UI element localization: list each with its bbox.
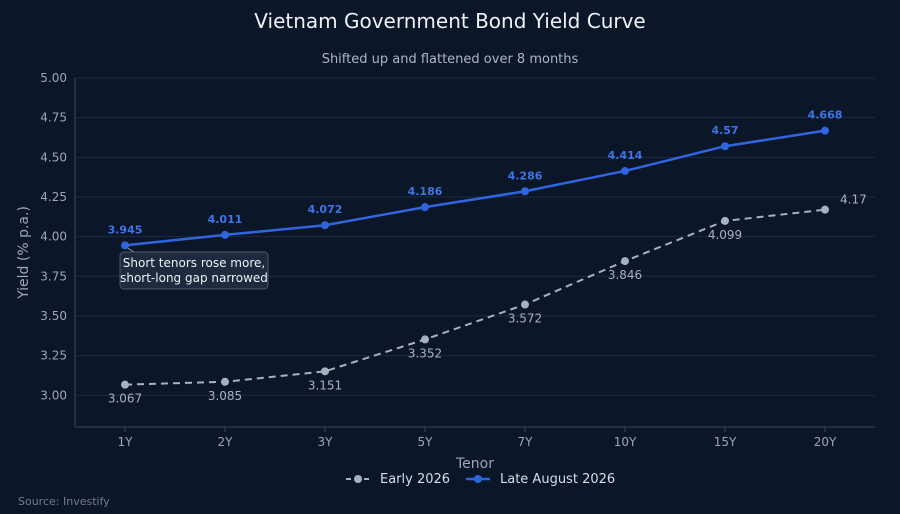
data-label-late-august-2026: 4.186 bbox=[408, 185, 443, 198]
y-tick-label: 4.50 bbox=[40, 150, 67, 164]
y-axis-title: Yield (% p.a.) bbox=[16, 206, 32, 300]
data-label-early-2026: 3.846 bbox=[608, 268, 642, 282]
data-label-early-2026: 3.352 bbox=[408, 346, 442, 360]
data-point-early-2026 bbox=[321, 367, 329, 376]
data-label-late-august-2026: 4.57 bbox=[711, 124, 738, 137]
data-point-early-2026 bbox=[721, 216, 729, 225]
data-point-early-2026 bbox=[821, 205, 829, 214]
data-label-late-august-2026: 4.011 bbox=[208, 213, 243, 226]
y-tick-label: 4.75 bbox=[40, 111, 67, 125]
data-point-late-august-2026 bbox=[421, 203, 429, 212]
x-tick-label: 2Y bbox=[218, 435, 234, 449]
x-tick-label: 5Y bbox=[418, 435, 434, 449]
y-tick-label: 3.50 bbox=[40, 309, 67, 323]
data-label-late-august-2026: 4.286 bbox=[508, 169, 543, 182]
data-label-early-2026: 3.085 bbox=[208, 389, 242, 403]
data-label-late-august-2026: 4.668 bbox=[808, 109, 843, 122]
data-point-early-2026 bbox=[121, 380, 129, 389]
data-label-early-2026: 3.572 bbox=[508, 312, 542, 326]
data-point-early-2026 bbox=[621, 257, 629, 266]
x-tick-label: 3Y bbox=[318, 435, 334, 449]
annotation-text: short-long gap narrowed bbox=[120, 271, 268, 285]
x-tick-label: 10Y bbox=[614, 435, 637, 449]
legend-label-early-2026: Early 2026 bbox=[380, 472, 450, 487]
legend-marker-early-2026 bbox=[354, 475, 362, 483]
series-line-late-august-2026 bbox=[124, 129, 826, 247]
source-note: Source: Investify bbox=[18, 495, 110, 508]
chart-title: Vietnam Government Bond Yield Curve bbox=[254, 9, 646, 33]
data-label-early-2026: 4.099 bbox=[708, 228, 742, 242]
data-label-early-2026: 3.151 bbox=[308, 378, 342, 392]
annotation-box bbox=[119, 251, 269, 290]
x-axis-title: Tenor bbox=[455, 456, 494, 472]
legend-marker-late-august-2026 bbox=[474, 475, 482, 483]
y-tick-label: 3.00 bbox=[40, 388, 67, 402]
data-label-late-august-2026: 4.414 bbox=[608, 149, 643, 162]
data-point-early-2026 bbox=[521, 300, 529, 309]
data-point-late-august-2026 bbox=[721, 142, 729, 151]
y-tick-label: 3.25 bbox=[40, 349, 67, 363]
data-label-early-2026: 4.17 bbox=[840, 193, 867, 207]
data-label-late-august-2026: 4.072 bbox=[308, 203, 343, 216]
data-point-late-august-2026 bbox=[321, 221, 329, 230]
data-point-late-august-2026 bbox=[121, 241, 129, 250]
data-point-early-2026 bbox=[221, 377, 229, 386]
data-point-early-2026 bbox=[421, 335, 429, 344]
x-tick-label: 15Y bbox=[714, 435, 737, 449]
data-label-early-2026: 3.067 bbox=[108, 392, 142, 406]
data-label-late-august-2026: 3.945 bbox=[108, 223, 143, 236]
data-point-late-august-2026 bbox=[521, 187, 529, 196]
chart-subtitle: Shifted up and flattened over 8 months bbox=[321, 52, 579, 67]
annotation-text: Short tenors rose more, bbox=[123, 256, 265, 270]
x-tick-label: 7Y bbox=[518, 435, 534, 449]
data-point-late-august-2026 bbox=[621, 166, 629, 175]
annotation-pointer bbox=[127, 247, 135, 253]
y-tick-label: 4.25 bbox=[40, 190, 67, 204]
legend: Early 2026 Late August 2026 bbox=[346, 472, 615, 487]
x-tick-label: 1Y bbox=[118, 435, 134, 449]
data-point-late-august-2026 bbox=[221, 230, 229, 239]
y-tick-label: 3.75 bbox=[40, 269, 67, 283]
data-point-late-august-2026 bbox=[821, 126, 829, 135]
y-tick-label: 5.00 bbox=[40, 71, 67, 85]
x-tick-label: 20Y bbox=[814, 435, 837, 449]
y-tick-label: 4.00 bbox=[40, 230, 67, 244]
legend-label-late-august-2026: Late August 2026 bbox=[500, 472, 615, 487]
